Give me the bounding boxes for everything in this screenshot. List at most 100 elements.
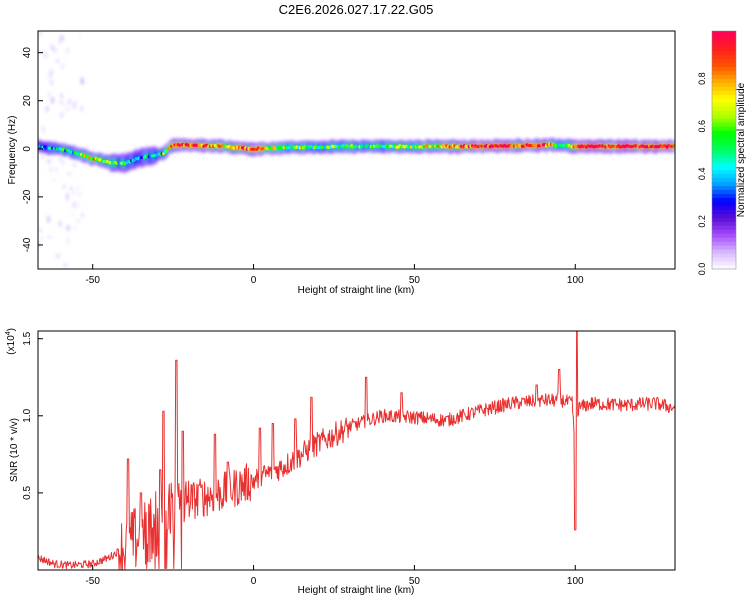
- colorbar-cell: [712, 257, 736, 262]
- spectrogram-noise: [65, 52, 68, 55]
- spectrogram-noise: [38, 31, 42, 37]
- colorbar-cell: [712, 253, 736, 258]
- spectrogram-noise: [60, 64, 64, 71]
- colorbar-cell: [712, 169, 736, 175]
- colorbar-cell: [712, 78, 736, 83]
- spectrogram-noise: [50, 97, 55, 104]
- spectrogram-noise: [59, 39, 61, 45]
- colorbar-tick-label: 0.4: [697, 168, 707, 181]
- snr-frame: [37, 330, 676, 571]
- colorbar-cell: [712, 229, 736, 234]
- spectrogram-noise: [77, 184, 79, 190]
- colorbar-cell: [712, 31, 736, 36]
- spectrogram-y-tick-label: -20: [22, 189, 33, 204]
- spectrogram-noise: [73, 102, 76, 110]
- colorbar-cell: [712, 138, 736, 143]
- spectrogram-noise: [64, 262, 67, 269]
- colorbar-cell: [712, 205, 736, 210]
- colorbar-cell: [712, 106, 736, 111]
- spectrogram-noise: [63, 100, 65, 108]
- spectrogram-noise: [46, 215, 51, 223]
- colorbar-cell: [712, 153, 736, 159]
- spectrogram-cell: [165, 149, 169, 153]
- spectrogram-noise: [61, 159, 65, 166]
- colorbar-tick-label: 0.0: [697, 263, 707, 276]
- colorbar-cell: [712, 241, 736, 246]
- spectrogram-noise: [47, 159, 51, 164]
- colorbar-cell: [712, 62, 736, 68]
- colorbar-cell: [712, 150, 736, 155]
- colorbar: 0.0 0.2 0.4 0.6 0.8 Normalized spectral ampl…: [697, 30, 747, 276]
- spectrogram-y-axis-label: Frequency (Hz): [7, 116, 18, 185]
- spectrogram-noise: [52, 48, 57, 53]
- spectrogram-noise: [72, 190, 76, 196]
- colorbar-cell: [712, 161, 736, 167]
- colorbar-cell: [712, 146, 736, 151]
- spectrogram-noise: [73, 162, 76, 168]
- spectrogram-noise: [54, 167, 58, 172]
- spectrogram-noise: [79, 34, 81, 39]
- spectrogram-noise: [50, 44, 54, 50]
- snr-x-tick-label: 50: [409, 576, 421, 587]
- snr-x-axis-label: Height of straight line (km): [298, 585, 415, 596]
- spectrogram-noise: [63, 63, 66, 66]
- spectrogram-noise: [66, 224, 71, 231]
- colorbar-cell: [712, 54, 736, 60]
- colorbar-cell: [712, 70, 736, 76]
- spectrogram-noise: [67, 172, 71, 176]
- spectrogram-noise: [71, 214, 74, 217]
- spectrogram-y-tick-label: 40: [22, 47, 33, 59]
- colorbar-cell: [712, 34, 736, 40]
- spectrogram-noise: [45, 107, 49, 112]
- spectrogram-noise: [72, 201, 76, 209]
- colorbar-cell: [712, 110, 736, 115]
- colorbar-cell: [712, 181, 736, 187]
- colorbar-frame: [711, 30, 737, 270]
- snr-scale-factor: (x104): [5, 328, 17, 355]
- snr-series-line: [38, 331, 675, 570]
- spectrogram-noise: [68, 98, 71, 106]
- spectrogram-noise: [49, 166, 52, 174]
- snr-y-tick-label: 1.5: [22, 331, 33, 345]
- colorbar-cell: [712, 237, 736, 242]
- colorbar-cell: [712, 130, 736, 135]
- colorbar-cell: [712, 209, 736, 214]
- spectrogram-x-tick-label: -50: [85, 275, 100, 286]
- spectrogram-noise: [69, 187, 74, 191]
- spectrogram-y-tick-label: 0: [22, 146, 33, 152]
- spectrogram-noise: [60, 92, 63, 99]
- colorbar-cell: [712, 46, 736, 52]
- colorbar-cell: [712, 134, 736, 139]
- colorbar-tick-label: 0.2: [697, 215, 707, 228]
- colorbar-cell: [712, 114, 736, 119]
- svg-text:(x104): (x104): [5, 328, 17, 355]
- spectrogram-noise: [41, 126, 45, 133]
- snr-scale-exponent: 4: [5, 331, 12, 335]
- snr-x-tick-label: 0: [251, 576, 257, 587]
- spectrogram-noise: [66, 192, 69, 201]
- spectrogram-noise: [79, 190, 81, 199]
- colorbar-cell: [712, 189, 736, 195]
- spectrogram-noise: [58, 220, 62, 227]
- spectrogram-noise: [75, 99, 77, 106]
- spectrogram-noise: [60, 35, 65, 41]
- spectrogram-noise: [44, 51, 47, 60]
- spectrogram-x-ticks: -50 0 50 100: [85, 264, 584, 286]
- colorbar-cell: [712, 217, 736, 222]
- snr-y-ticks: 0.5 1.0 1.5: [22, 331, 43, 500]
- colorbar-cell: [712, 197, 736, 202]
- spectrogram-noise: [59, 100, 63, 104]
- colorbar-cell: [712, 38, 736, 44]
- colorbar-cell: [712, 98, 736, 103]
- colorbar-cell: [712, 126, 736, 131]
- colorbar-tick-label: 0.8: [697, 72, 707, 85]
- snr-x-ticks: -50 0 50 100: [85, 565, 584, 587]
- colorbar-cell: [712, 157, 736, 163]
- colorbar-cell: [712, 102, 736, 107]
- colorbar-cell: [712, 82, 736, 87]
- snr-scale-label: (x10: [6, 335, 17, 355]
- colorbar-cell: [712, 177, 736, 183]
- colorbar-cell: [712, 221, 736, 226]
- snr-y-tick-label: 0.5: [22, 486, 33, 500]
